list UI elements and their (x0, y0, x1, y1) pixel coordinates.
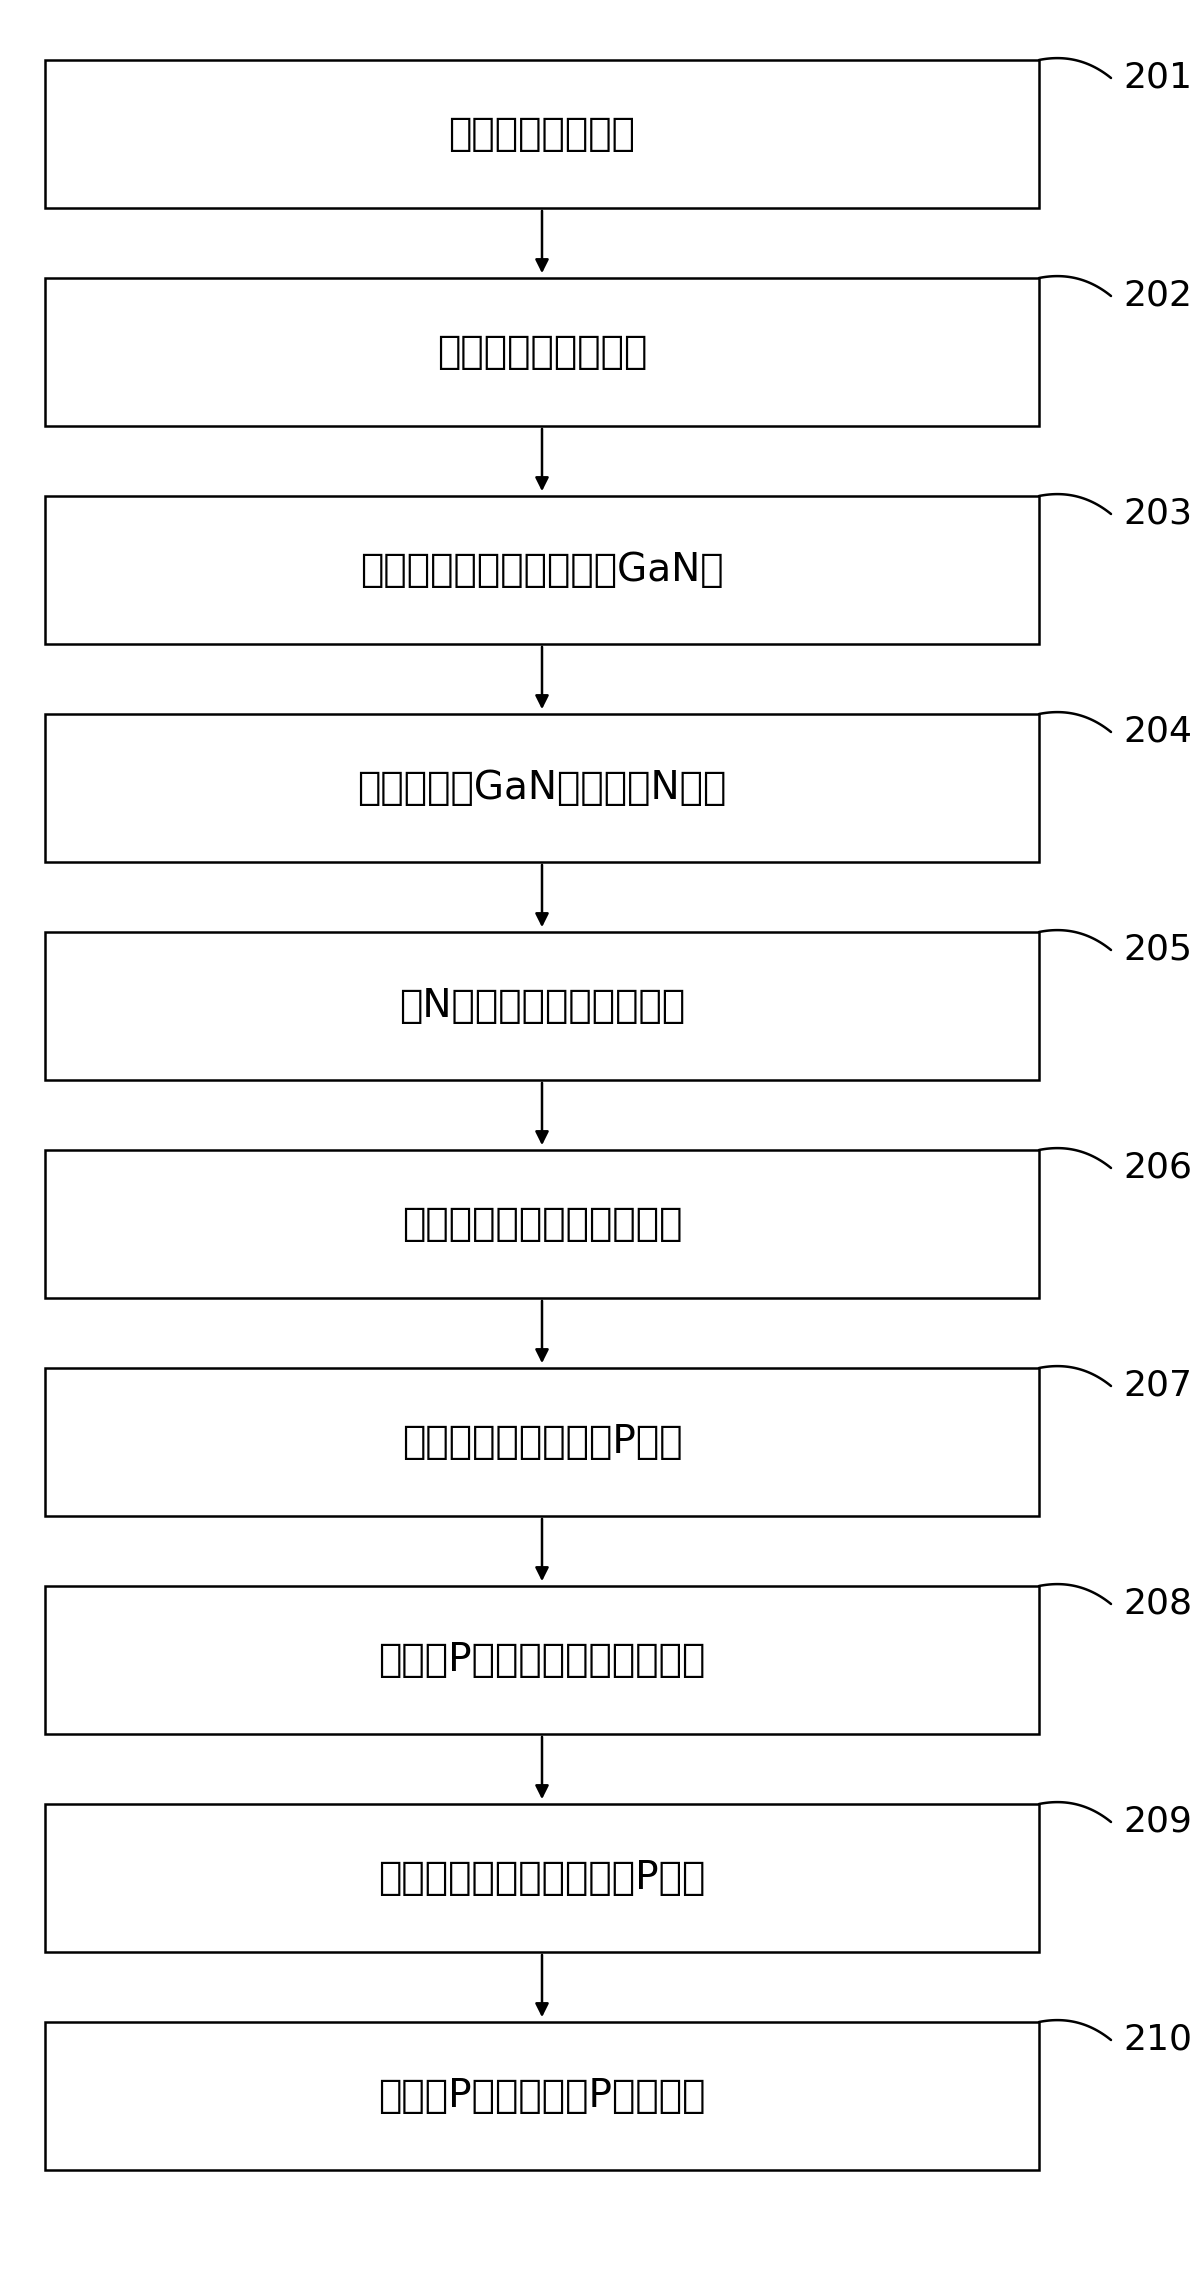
Text: 在N型层上生长多量子阱层: 在N型层上生长多量子阱层 (399, 986, 685, 1025)
Text: 205: 205 (1123, 934, 1192, 968)
Text: 在低温P型层上生长电子阻挡层: 在低温P型层上生长电子阻挡层 (379, 1640, 706, 1679)
Text: 206: 206 (1123, 1151, 1192, 1185)
Text: 203: 203 (1123, 496, 1192, 531)
Bar (46, 1151, 1040, 1297)
Bar (46, 59, 1040, 208)
Bar (46, 496, 1040, 643)
Text: 208: 208 (1123, 1588, 1192, 1620)
Text: 在衬底上生长缓冲层: 在衬底上生长缓冲层 (436, 334, 647, 371)
Bar (46, 1803, 1040, 1952)
Text: 在多量子阱层上生长插入层: 在多量子阱层上生长插入层 (402, 1206, 682, 1242)
Text: 在电子阻挡层上生长高温P型层: 在电子阻挡层上生长高温P型层 (379, 1858, 706, 1897)
Bar (46, 714, 1040, 863)
Text: 在高温P型层上生长P型接触层: 在高温P型层上生长P型接触层 (378, 2078, 706, 2114)
Text: 201: 201 (1123, 62, 1192, 96)
Bar (46, 1368, 1040, 1517)
Text: 在缓冲层上生长未掺杂的GaN层: 在缓冲层上生长未掺杂的GaN层 (360, 551, 724, 588)
Bar (46, 931, 1040, 1080)
Bar (46, 1586, 1040, 1734)
Text: 204: 204 (1123, 714, 1192, 748)
Bar (46, 2023, 1040, 2169)
Bar (46, 279, 1040, 426)
Text: 对衬底进行预处理: 对衬底进行预处理 (448, 114, 635, 153)
Text: 209: 209 (1123, 1805, 1192, 1840)
Text: 在未掺杂的GaN层上生长N型层: 在未掺杂的GaN层上生长N型层 (357, 769, 727, 808)
Text: 207: 207 (1123, 1368, 1192, 1403)
Text: 210: 210 (1123, 2023, 1192, 2057)
Text: 202: 202 (1123, 279, 1192, 313)
Text: 在插入层上生长低温P型层: 在插入层上生长低温P型层 (402, 1423, 682, 1462)
